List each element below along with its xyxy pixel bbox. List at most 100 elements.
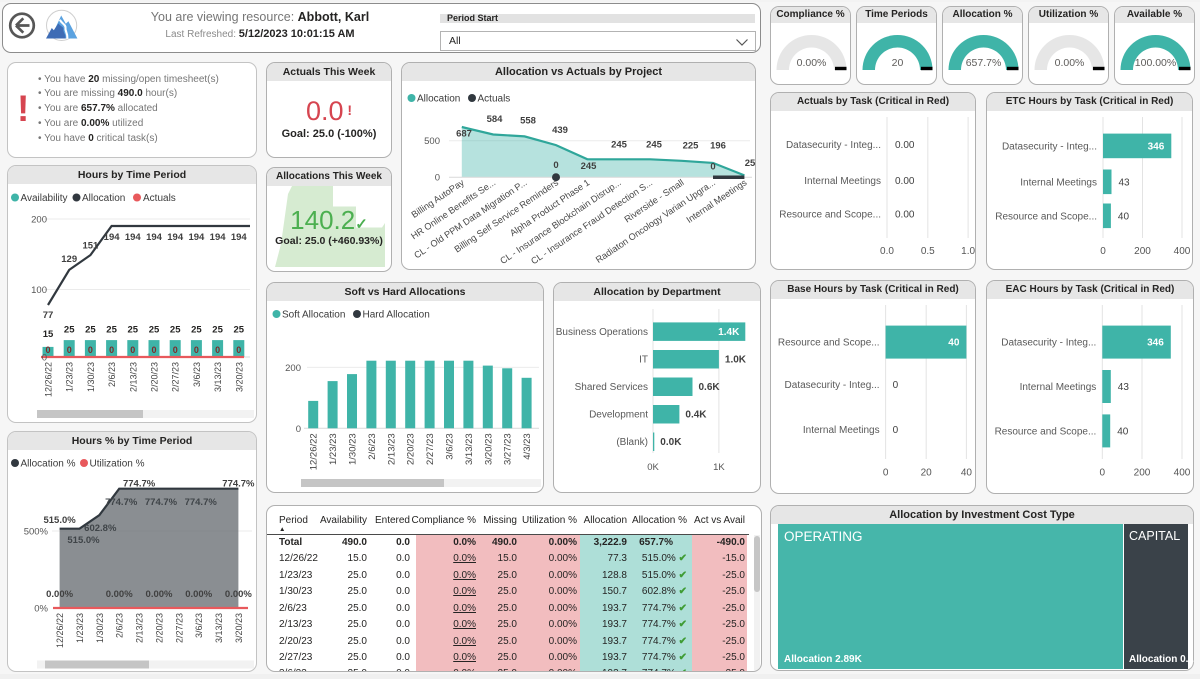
svg-text:245: 245 [611,140,628,151]
svg-text:3/20/23: 3/20/23 [234,613,244,643]
svg-text:0.00%: 0.00% [225,589,252,600]
svg-text:Resource and Scope...: Resource and Scope... [779,210,881,221]
svg-text:20: 20 [892,57,904,69]
svg-text:0.4K: 0.4K [685,410,707,421]
svg-text:0: 0 [67,345,72,355]
svg-text:Resource and Scope...: Resource and Scope... [995,211,1097,222]
svg-text:3/6/23: 3/6/23 [192,362,202,387]
svg-text:0.00: 0.00 [895,210,915,221]
svg-text:0.00%: 0.00% [146,589,173,600]
svg-text:602.8%: 602.8% [84,523,117,534]
svg-text:Shared Services: Shared Services [575,382,648,393]
svg-text:100.00%: 100.00% [1135,57,1176,69]
svg-text:0.5: 0.5 [921,246,935,257]
svg-text:774.7%: 774.7% [222,479,255,490]
svg-text:25: 25 [170,325,181,336]
svg-text:3/13/23: 3/13/23 [464,433,475,465]
svg-text:194: 194 [167,232,184,243]
svg-text:0: 0 [45,345,50,355]
svg-text:2/27/23: 2/27/23 [425,433,436,465]
svg-text:0.00: 0.00 [895,140,915,151]
svg-text:Hard Allocation: Hard Allocation [363,310,430,321]
svg-text:500%: 500% [24,527,49,538]
svg-text:3/6/23: 3/6/23 [194,613,204,638]
svg-text:Internal Meetings: Internal Meetings [1020,382,1097,393]
svg-text:25: 25 [85,325,96,336]
svg-text:500: 500 [424,136,440,147]
svg-text:1/23/23: 1/23/23 [65,362,75,392]
svg-text:2/13/23: 2/13/23 [386,433,397,465]
svg-text:3/13/23: 3/13/23 [214,613,224,643]
svg-text:25: 25 [212,325,223,336]
svg-text:40: 40 [1117,426,1129,437]
svg-text:1K: 1K [713,462,725,473]
svg-text:400: 400 [1174,468,1191,479]
svg-text:0: 0 [1100,468,1106,479]
svg-text:774.7%: 774.7% [123,479,156,490]
svg-text:0: 0 [173,345,178,355]
svg-text:558: 558 [520,116,536,127]
svg-text:0: 0 [130,345,135,355]
svg-text:Development: Development [589,410,648,421]
svg-text:0: 0 [710,162,715,173]
svg-text:0: 0 [236,345,241,355]
svg-text:2/6/23: 2/6/23 [107,362,117,387]
svg-text:0.00%: 0.00% [185,589,212,600]
svg-text:0: 0 [42,353,47,364]
svg-text:515.0%: 515.0% [67,535,100,546]
svg-text:Internal Meetings: Internal Meetings [803,425,880,436]
svg-text:12/26/22: 12/26/22 [309,433,320,470]
svg-text:Internal Meetings: Internal Meetings [804,176,881,187]
svg-text:2/20/23: 2/20/23 [406,433,417,465]
svg-text:194: 194 [210,232,227,243]
svg-text:Datasecurity - Integ...: Datasecurity - Integ... [786,140,881,151]
svg-text:346: 346 [1147,338,1164,349]
svg-text:0: 0 [1100,246,1106,257]
svg-text:40: 40 [961,468,973,479]
svg-text:774.7%: 774.7% [185,497,218,508]
svg-text:774.7%: 774.7% [145,497,178,508]
svg-text:Allocation: Allocation [417,94,460,105]
svg-text:Resource and Scope...: Resource and Scope... [995,426,1097,437]
svg-text:194: 194 [146,232,163,243]
svg-text:200: 200 [1134,468,1151,479]
svg-text:0: 0 [883,468,889,479]
svg-text:194: 194 [104,232,121,243]
svg-text:Actuals: Actuals [143,193,176,204]
svg-text:Datasecurity - Integ...: Datasecurity - Integ... [785,380,880,391]
svg-text:584: 584 [487,114,504,125]
svg-text:43: 43 [1119,177,1131,188]
svg-text:25: 25 [745,158,755,169]
svg-text:200: 200 [31,215,47,226]
svg-text:687: 687 [456,129,472,140]
svg-text:515.0%: 515.0% [43,515,76,526]
svg-text:100: 100 [31,285,47,296]
svg-text:0: 0 [893,425,899,436]
svg-text:225: 225 [683,141,700,152]
svg-text:1/30/23: 1/30/23 [95,613,105,643]
svg-text:151: 151 [82,241,99,252]
svg-text:0: 0 [109,345,114,355]
svg-text:Soft Allocation: Soft Allocation [282,310,345,321]
svg-text:3/20/23: 3/20/23 [234,362,244,392]
svg-text:25: 25 [128,325,139,336]
svg-text:Actuals: Actuals [478,94,511,105]
svg-text:2/20/23: 2/20/23 [150,362,160,392]
svg-text:Resource and Scope...: Resource and Scope... [778,338,880,349]
svg-text:Internal Meetings: Internal Meetings [1020,177,1097,188]
svg-text:40: 40 [1118,211,1130,222]
svg-text:Allocation %: Allocation % [21,459,76,470]
svg-text:0: 0 [553,160,558,171]
svg-text:200: 200 [1134,246,1151,257]
svg-text:2/6/23: 2/6/23 [367,433,378,459]
svg-text:0: 0 [296,424,301,435]
svg-text:Business Operations: Business Operations [556,327,648,338]
svg-text:2/27/23: 2/27/23 [174,613,184,643]
svg-text:(Blank): (Blank) [616,437,648,448]
svg-text:0.0K: 0.0K [660,437,682,448]
svg-text:3/6/23: 3/6/23 [445,433,456,459]
svg-text:1.4K: 1.4K [718,327,740,338]
svg-text:2/6/23: 2/6/23 [115,613,125,638]
svg-text:194: 194 [125,232,142,243]
svg-text:0: 0 [893,380,899,391]
